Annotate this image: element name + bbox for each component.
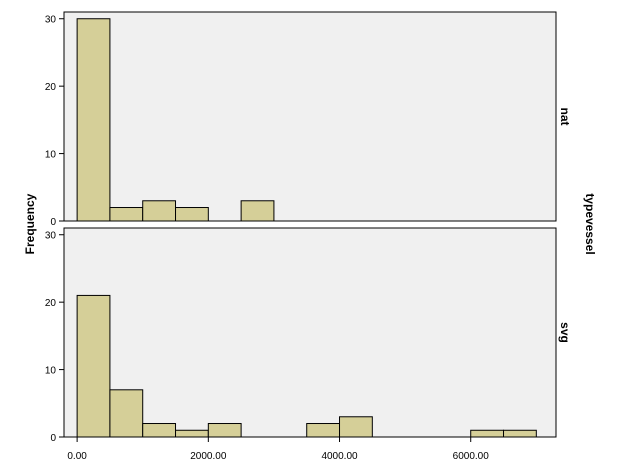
x-tick-label-6000: 6000.00	[453, 451, 490, 462]
y-tick-label-nat-20: 20	[45, 82, 57, 93]
bar-nat-2	[142, 200, 177, 222]
panel-nat: 0 10 20 30 nat	[45, 11, 572, 228]
bar-svg-6	[339, 416, 373, 438]
x-tick-label-0: 0.00	[67, 451, 87, 462]
x-tick-label-2000: 2000.00	[190, 451, 227, 462]
y-tick-label-nat-30: 30	[45, 15, 57, 26]
panel-label-svg: svg	[558, 322, 572, 343]
bar-svg-8	[503, 429, 537, 438]
bar-svg-7	[470, 429, 505, 438]
y-tick-label-nat-10: 10	[45, 150, 57, 161]
bar-nat-4	[240, 200, 275, 222]
bar-svg-2	[142, 423, 177, 438]
bar-nat-0	[76, 18, 111, 222]
panel-background	[63, 227, 557, 438]
bar-svg-4	[207, 423, 242, 438]
x-axis: 0.00 2000.00 4000.00 6000.00	[67, 437, 489, 462]
bar-svg-1	[109, 389, 144, 438]
facet-title: typevessel	[583, 193, 597, 254]
panel-svg: 0 10 20 30 svg	[45, 227, 572, 444]
y-axis-title: Frequency	[23, 193, 37, 254]
y-tick-label-nat-0: 0	[50, 217, 56, 228]
bar-svg-5	[306, 423, 341, 438]
bar-svg-3	[175, 429, 209, 438]
panel-label-nat: nat	[558, 108, 572, 126]
y-tick-label-svg-30: 30	[45, 231, 57, 242]
panels: 0 10 20 30 nat 0 10 20 30 svg	[45, 11, 572, 444]
bar-nat-1	[109, 207, 144, 222]
bar-nat-3	[175, 207, 209, 222]
y-tick-label-svg-0: 0	[50, 433, 56, 444]
x-tick-label-4000: 4000.00	[321, 451, 358, 462]
y-tick-label-svg-20: 20	[45, 298, 57, 309]
panel-background	[63, 11, 557, 222]
bar-svg-0	[76, 294, 111, 438]
y-tick-label-svg-10: 10	[45, 366, 57, 377]
